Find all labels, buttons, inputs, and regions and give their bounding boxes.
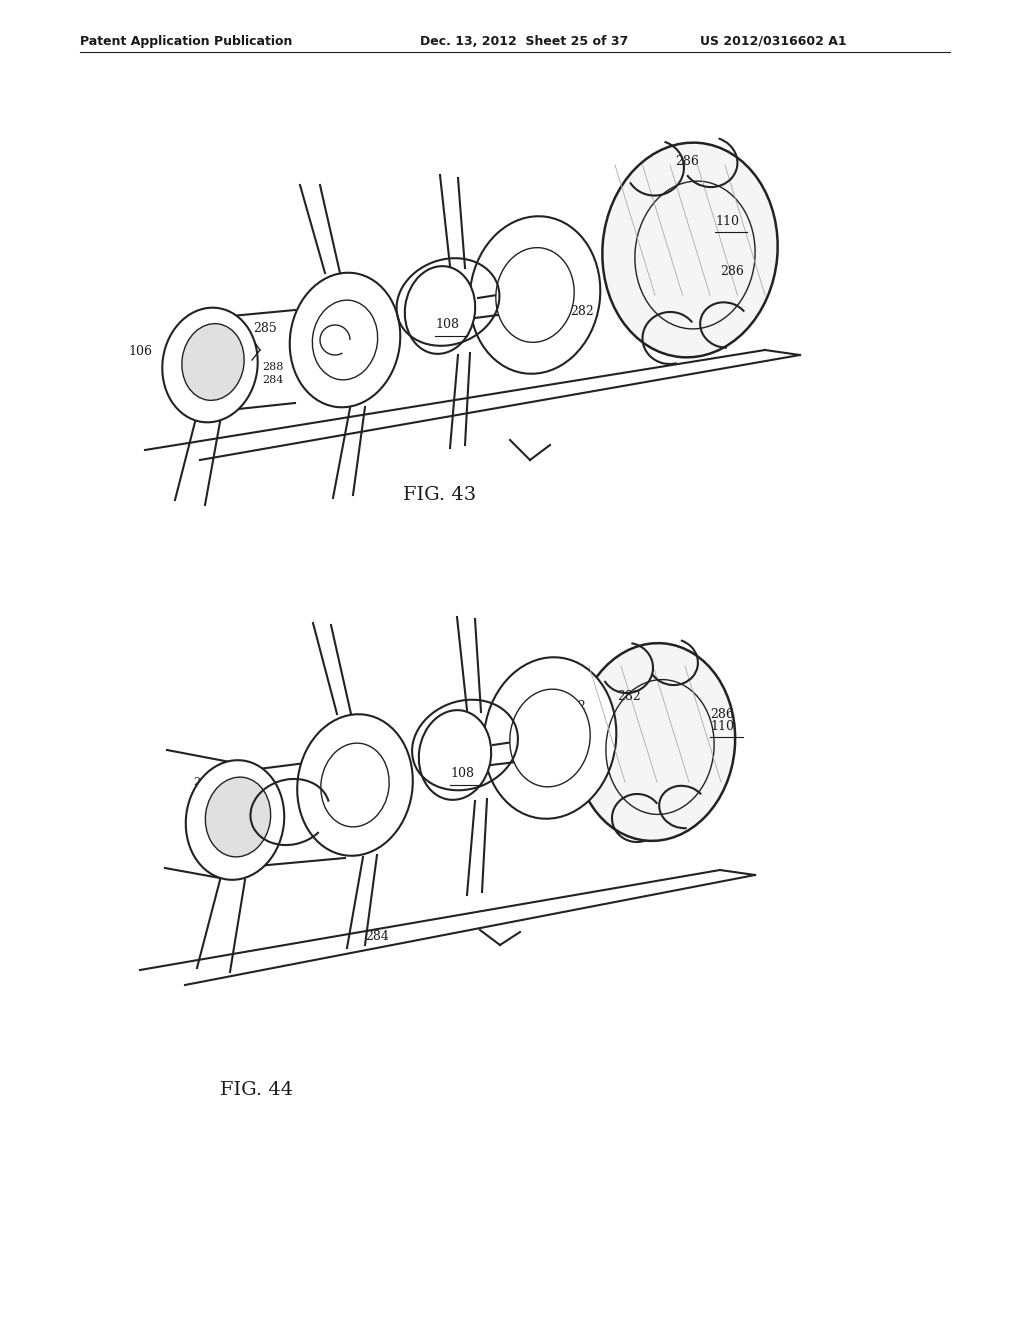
Text: 108: 108 <box>435 318 459 331</box>
Text: 282: 282 <box>617 690 641 704</box>
Text: 282: 282 <box>570 305 594 318</box>
Text: Dec. 13, 2012  Sheet 25 of 37: Dec. 13, 2012 Sheet 25 of 37 <box>420 36 629 48</box>
Text: 286: 286 <box>720 265 743 279</box>
Text: 284: 284 <box>365 931 389 942</box>
Text: 106: 106 <box>128 345 152 358</box>
Ellipse shape <box>162 308 258 422</box>
Text: 284: 284 <box>262 375 284 385</box>
Text: 110: 110 <box>715 215 739 228</box>
Text: 286: 286 <box>710 708 734 721</box>
Text: 110: 110 <box>710 719 734 733</box>
Ellipse shape <box>182 323 244 400</box>
Ellipse shape <box>206 777 270 857</box>
Ellipse shape <box>483 657 616 818</box>
Text: 285: 285 <box>253 322 278 335</box>
Ellipse shape <box>290 273 400 408</box>
Ellipse shape <box>470 216 600 374</box>
Text: 106: 106 <box>194 789 215 800</box>
Text: 108: 108 <box>450 767 474 780</box>
Text: Patent Application Publication: Patent Application Publication <box>80 36 293 48</box>
Ellipse shape <box>321 743 389 826</box>
Ellipse shape <box>297 714 413 855</box>
Text: 280: 280 <box>503 697 527 710</box>
Text: 288: 288 <box>194 777 215 787</box>
Ellipse shape <box>312 300 378 380</box>
Ellipse shape <box>404 267 475 354</box>
Text: 282: 282 <box>562 700 586 713</box>
Text: 286: 286 <box>675 154 698 168</box>
Ellipse shape <box>496 248 574 342</box>
Text: FIG. 44: FIG. 44 <box>220 1081 293 1100</box>
Ellipse shape <box>185 760 285 880</box>
Ellipse shape <box>419 710 492 800</box>
Ellipse shape <box>510 689 590 787</box>
Text: 288: 288 <box>262 362 284 372</box>
Ellipse shape <box>602 143 777 358</box>
Text: FIG. 43: FIG. 43 <box>403 486 476 504</box>
Text: US 2012/0316602 A1: US 2012/0316602 A1 <box>700 36 847 48</box>
Ellipse shape <box>574 643 735 841</box>
Text: 280: 280 <box>495 255 519 268</box>
